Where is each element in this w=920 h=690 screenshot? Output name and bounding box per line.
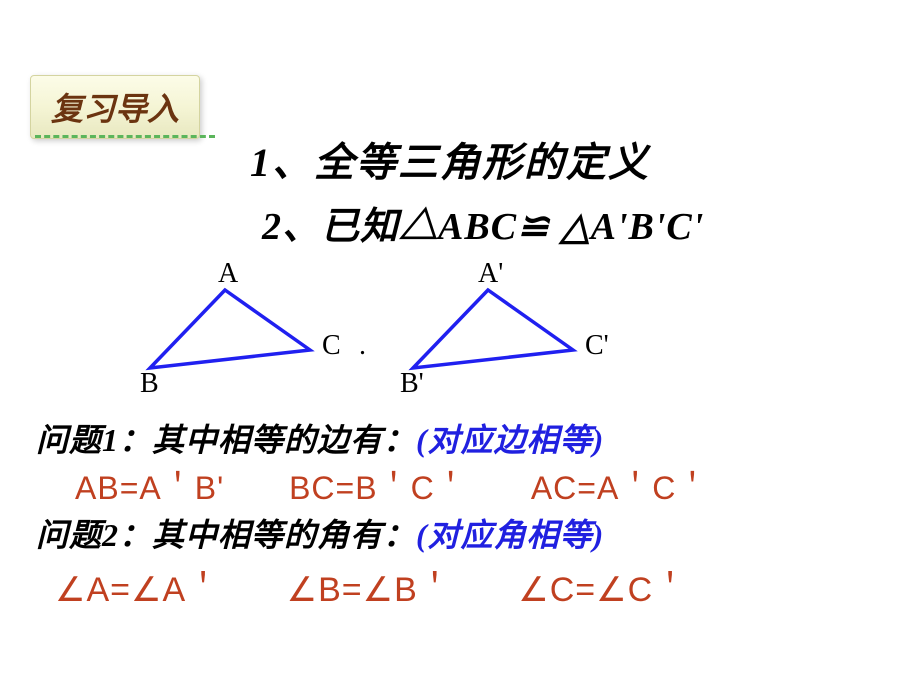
center-dot: .: [359, 330, 366, 362]
label-A: A: [218, 258, 238, 290]
question-2-note: (对应角相等): [416, 517, 604, 553]
triangles-diagram: A B C A' B' C' .: [130, 265, 650, 400]
triangle-abc: [150, 290, 310, 368]
dashed-underline: [35, 135, 215, 138]
answer-angle-a: ∠A=∠A＇: [55, 571, 221, 609]
answer-angle-c: ∠C=∠C＇: [518, 571, 688, 609]
review-header-text: 复习导入: [51, 91, 179, 127]
answer-bc: BC=B＇C＇: [289, 470, 468, 506]
triangle-a1b1c1: [413, 290, 573, 368]
question-1: 问题1：其中相等的边有：(对应边相等): [36, 415, 604, 461]
label-C: C: [322, 330, 341, 362]
question-2-prefix: 问题2：其中相等的角有：: [36, 517, 416, 553]
label-A-prime: A': [478, 258, 503, 290]
answers-angles: ∠A=∠A＇ ∠B=∠B＇ ∠C=∠C＇: [55, 562, 743, 611]
answers-sides: AB=A＇B' BC=B＇C＇ AC=A＇C＇: [75, 463, 764, 509]
question-2: 问题2：其中相等的角有：(对应角相等): [36, 510, 604, 556]
label-B: B: [140, 368, 159, 400]
label-B-prime: B': [400, 368, 424, 400]
review-header-box: 复习导入: [30, 75, 200, 139]
triangles-svg: [130, 265, 650, 400]
label-C-prime: C': [585, 330, 609, 362]
title-line-2: 2、已知△ABC≌ △A'B'C': [262, 195, 704, 250]
title-line-1: 1、全等三角形的定义: [250, 130, 650, 188]
answer-ab: AB=A＇B': [75, 470, 224, 506]
answer-angle-b: ∠B=∠B＇: [287, 571, 453, 609]
answer-ac: AC=A＇C＇: [531, 470, 710, 506]
question-1-prefix: 问题1：其中相等的边有：: [36, 422, 416, 458]
question-1-note: (对应边相等): [416, 422, 604, 458]
